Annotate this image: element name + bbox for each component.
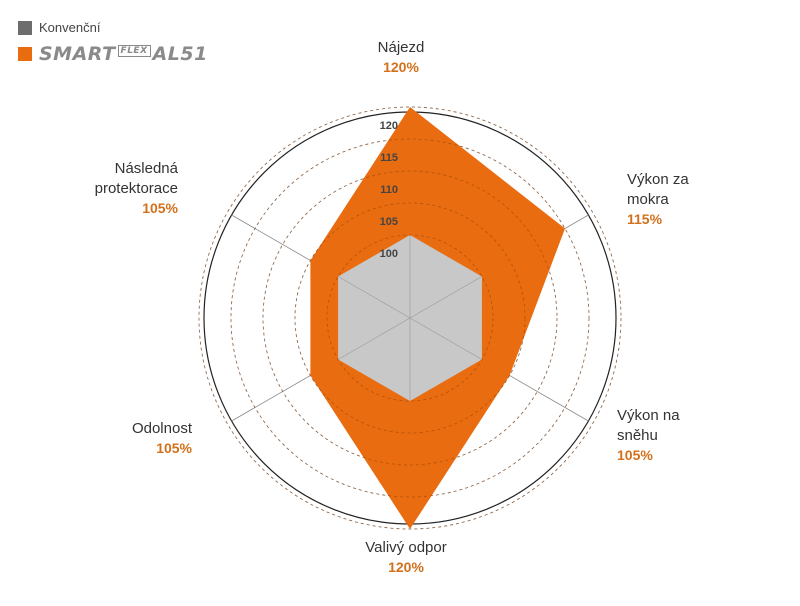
grid-ring-overlay-105 (294, 202, 526, 434)
legend-item-brand: SMART FLEX AL51 (18, 43, 208, 65)
brand-logo: SMART FLEX AL51 (39, 43, 208, 65)
category-label: Výkon za (627, 171, 689, 188)
radar-series (198, 106, 622, 530)
legend-item-conventional: Konvenční (18, 20, 208, 35)
category-label: Následná (115, 160, 179, 177)
r-tick-label: 120 (380, 120, 398, 132)
category-label: sněhu (617, 427, 658, 444)
legend: Konvenční SMART FLEX AL51 (18, 20, 208, 65)
value-label: 120% (383, 59, 419, 75)
category-label: Odolnost (132, 420, 193, 437)
axis-spoke-inner (409, 317, 483, 360)
category-label: Nájezd (378, 39, 425, 56)
grid-ring-overlay-110 (262, 170, 558, 466)
legend-swatch-brand (18, 47, 32, 61)
value-label: 105% (617, 447, 653, 463)
grid-ring-overlay-120 (198, 106, 622, 530)
value-label: 120% (388, 559, 424, 575)
legend-swatch-conventional (18, 20, 32, 35)
axis-spoke-inner (409, 276, 483, 319)
grid-ring-overlay-115 (230, 138, 590, 498)
grid-ring-overlay-100 (326, 234, 494, 402)
legend-label-conventional: Konvenční (39, 20, 101, 35)
value-label: 105% (142, 200, 178, 216)
radar-tick-labels: 100 105 110 115 120 (380, 120, 398, 260)
category-label: Výkon na (617, 407, 680, 424)
r-tick-label: 105 (380, 216, 398, 228)
axis-spoke-inner (337, 276, 411, 319)
r-tick-label: 100 (380, 248, 398, 260)
value-label: 115% (627, 211, 663, 227)
r-tick-label: 115 (380, 152, 398, 164)
category-label: Valivý odpor (365, 539, 446, 556)
category-label: mokra (627, 191, 669, 208)
value-label: 105% (156, 440, 192, 456)
axis-spoke-inner (337, 317, 411, 360)
r-tick-label: 110 (380, 184, 398, 196)
radar-category-labels: Nájezd 120% Výkon za mokra 115% Výkon na sněhu… (95, 39, 690, 575)
category-label: protektorace (95, 180, 178, 197)
